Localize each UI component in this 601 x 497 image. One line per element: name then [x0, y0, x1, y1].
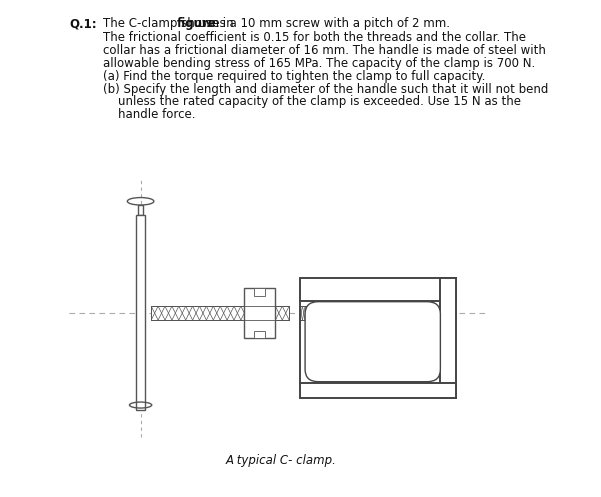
Text: (b) Specify the length and diameter of the handle such that it will not bend: (b) Specify the length and diameter of t…	[103, 83, 549, 95]
Text: figure: figure	[177, 17, 216, 30]
Text: Q.1:: Q.1:	[69, 17, 97, 30]
Bar	[244, 288, 275, 338]
Bar	[138, 205, 143, 215]
Text: The frictional coefficient is 0.15 for both the threads and the collar. The: The frictional coefficient is 0.15 for b…	[103, 31, 526, 44]
Bar	[300, 278, 456, 301]
Bar	[300, 306, 326, 320]
Text: uses a 10 mm screw with a pitch of 2 mm.: uses a 10 mm screw with a pitch of 2 mm.	[195, 17, 450, 30]
Text: handle force.: handle force.	[118, 108, 196, 121]
Text: allowable bending stress of 165 MPa. The capacity of the clamp is 700 N.: allowable bending stress of 165 MPa. The…	[103, 57, 535, 70]
Bar	[441, 278, 456, 398]
Text: collar has a frictional diameter of 16 mm. The handle is made of steel with: collar has a frictional diameter of 16 m…	[103, 44, 546, 57]
Bar	[254, 331, 265, 338]
Bar	[254, 288, 265, 296]
Text: The C-clamp shown in: The C-clamp shown in	[103, 17, 238, 30]
Bar	[151, 306, 289, 320]
Text: A typical C- clamp.: A typical C- clamp.	[226, 454, 337, 467]
Bar	[151, 306, 289, 320]
Bar	[337, 309, 347, 317]
FancyBboxPatch shape	[305, 302, 441, 382]
Bar	[300, 383, 456, 398]
Text: (a) Find the torque required to tighten the clamp to full capacity.: (a) Find the torque required to tighten …	[103, 70, 486, 83]
Polygon shape	[326, 306, 337, 320]
Text: unless the rated capacity of the clamp is exceeded. Use 15 N as the: unless the rated capacity of the clamp i…	[118, 95, 521, 108]
Bar	[136, 215, 145, 410]
Bar	[300, 306, 326, 320]
